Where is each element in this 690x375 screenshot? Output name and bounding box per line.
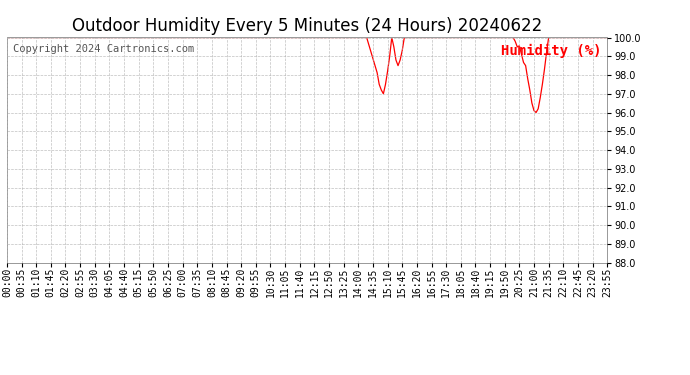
Text: Humidity (%): Humidity (%): [501, 44, 601, 58]
Text: Copyright 2024 Cartronics.com: Copyright 2024 Cartronics.com: [13, 44, 194, 54]
Title: Outdoor Humidity Every 5 Minutes (24 Hours) 20240622: Outdoor Humidity Every 5 Minutes (24 Hou…: [72, 16, 542, 34]
